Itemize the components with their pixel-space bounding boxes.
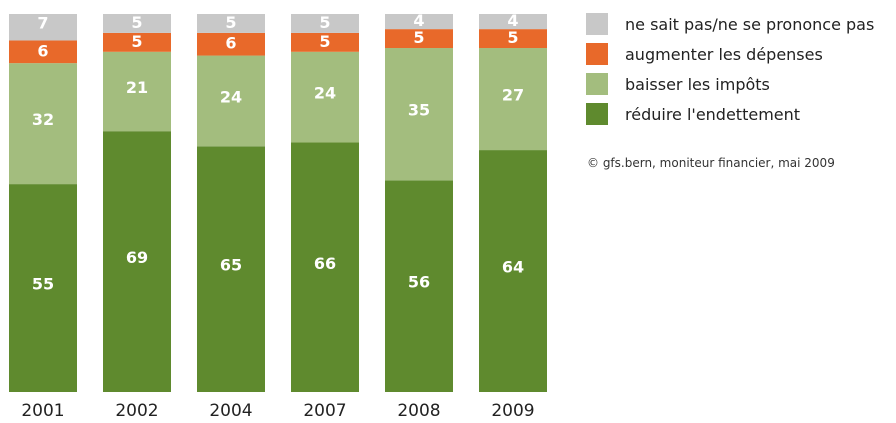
x-tick-label: 2002 xyxy=(115,401,158,421)
bar-segment xyxy=(197,146,265,392)
bar-segment xyxy=(197,32,265,56)
legend-swatch xyxy=(586,13,608,35)
data-label: 65 xyxy=(220,256,242,275)
legend-label: augmenter les dépenses xyxy=(625,44,823,64)
bar-segment xyxy=(9,184,77,392)
stacked-bar-chart: 5532672001692155200265246520046624552007… xyxy=(9,11,547,421)
data-label: 21 xyxy=(126,78,148,97)
data-label: 35 xyxy=(408,101,430,120)
data-label: 27 xyxy=(502,86,524,105)
bar-segment xyxy=(385,180,453,392)
legend-swatch xyxy=(586,103,608,125)
data-label: 64 xyxy=(502,258,524,277)
data-label: 69 xyxy=(126,248,148,267)
legend-item: réduire l'endettement xyxy=(586,102,874,126)
bar-segment xyxy=(385,29,453,49)
bar-segment xyxy=(479,48,547,151)
data-label: 4 xyxy=(507,11,518,30)
x-tick-label: 2009 xyxy=(491,401,534,421)
data-label: 7 xyxy=(37,14,48,33)
bar-segment xyxy=(197,55,265,147)
data-label: 5 xyxy=(131,13,142,32)
data-label: 6 xyxy=(225,34,236,53)
bar-segment xyxy=(479,150,547,392)
bar-segment xyxy=(9,63,77,185)
source-note: © gfs.bern, moniteur financier, mai 2009 xyxy=(587,156,835,170)
legend-swatch xyxy=(586,73,608,95)
data-label: 5 xyxy=(319,32,330,51)
legend-item: baisser les impôts xyxy=(586,72,874,96)
legend-label: baisser les impôts xyxy=(625,74,770,94)
bar-segment xyxy=(103,131,171,392)
legend-item: ne sait pas/ne se prononce pas xyxy=(586,12,874,36)
x-tick-label: 2008 xyxy=(397,401,440,421)
bar-segment xyxy=(103,32,171,52)
bar-segment xyxy=(291,14,359,33)
bar-segment xyxy=(9,40,77,64)
data-label: 24 xyxy=(220,87,242,106)
x-tick-label: 2004 xyxy=(209,401,252,421)
x-tick-label: 2007 xyxy=(303,401,346,421)
legend-label: réduire l'endettement xyxy=(625,104,801,124)
bar-segment xyxy=(385,48,453,181)
data-label: 6 xyxy=(37,41,48,60)
bar-segment xyxy=(103,51,171,132)
bar-segment xyxy=(291,142,359,392)
data-label: 66 xyxy=(314,254,336,273)
data-label: 56 xyxy=(408,273,430,292)
data-label: 32 xyxy=(32,110,54,129)
bar-segment xyxy=(291,51,359,143)
data-label: 5 xyxy=(319,13,330,32)
legend-swatch xyxy=(586,43,608,65)
data-label: 5 xyxy=(507,28,518,47)
bar-segment xyxy=(385,14,453,30)
bar-segment xyxy=(479,14,547,30)
data-label: 5 xyxy=(131,32,142,51)
data-label: 55 xyxy=(32,275,54,294)
data-label: 5 xyxy=(225,13,236,32)
data-label: 5 xyxy=(413,28,424,47)
bar-segment xyxy=(197,14,265,33)
data-label: 4 xyxy=(413,11,424,30)
bar-segment xyxy=(9,14,77,41)
data-label: 24 xyxy=(314,84,336,103)
x-tick-label: 2001 xyxy=(21,401,64,421)
legend-item: augmenter les dépenses xyxy=(586,42,874,66)
bar-segment xyxy=(291,32,359,52)
bar-segment xyxy=(103,14,171,33)
bar-segment xyxy=(479,29,547,49)
legend: ne sait pas/ne se prononce pas augmenter… xyxy=(586,12,874,132)
legend-label: ne sait pas/ne se prononce pas xyxy=(625,14,875,34)
